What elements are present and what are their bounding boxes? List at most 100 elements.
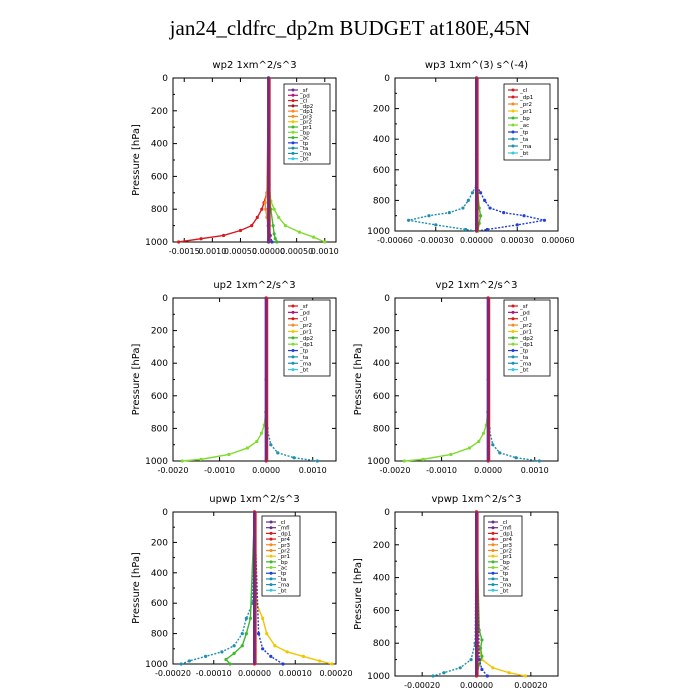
legend-marker — [511, 304, 515, 308]
legend-entry: _ta — [299, 355, 308, 361]
legend-entry: _cl — [499, 520, 508, 526]
data-point — [199, 237, 203, 241]
data-point — [311, 235, 316, 239]
legend-entry: _pr4 — [499, 537, 513, 543]
legend-entry: _dp2 — [299, 104, 313, 110]
legend-entry: _dp2 — [299, 336, 313, 342]
data-point — [260, 207, 264, 211]
legend-entry: _ac — [519, 123, 529, 129]
legend-entry: _bt — [299, 368, 309, 374]
data-point — [485, 674, 489, 678]
data-point — [449, 452, 453, 457]
data-point — [248, 616, 253, 621]
y-tick-label: 600 — [151, 172, 168, 182]
data-point — [470, 191, 475, 195]
data-point — [220, 650, 224, 654]
legend-marker — [291, 136, 295, 140]
x-tick-label: 0.0010 — [198, 247, 226, 256]
legend-marker — [491, 548, 495, 552]
data-point — [301, 654, 305, 659]
y-tick-label: 200 — [151, 327, 168, 337]
legend-entry: _pr3 — [299, 114, 313, 120]
data-point — [478, 191, 483, 195]
legend-marker — [291, 141, 295, 145]
data-point — [478, 214, 483, 218]
legend-entry: _cl — [519, 317, 528, 323]
data-point — [469, 658, 473, 662]
legend-marker — [511, 310, 515, 314]
data-point — [406, 218, 411, 222]
x-tick-label: 0.00060 — [541, 236, 574, 245]
data-point — [276, 451, 280, 455]
legend-entry: _pr2 — [499, 548, 512, 554]
y-tick-label: 1000 — [145, 660, 168, 670]
data-point — [402, 459, 406, 463]
x-tick-label: -0.00030 — [418, 236, 454, 245]
legend-marker — [511, 368, 515, 372]
panel-title: wp2 1xm^2/s^3 — [212, 60, 296, 71]
legend-marker — [491, 531, 495, 535]
y-tick-label: 0 — [384, 508, 390, 518]
data-point — [515, 223, 519, 227]
legend-marker — [291, 88, 295, 92]
data-point — [480, 638, 484, 642]
legend-marker — [269, 526, 273, 530]
legend-marker — [511, 95, 515, 99]
legend-marker — [511, 336, 515, 340]
data-point — [240, 644, 244, 648]
data-point — [542, 218, 547, 222]
y-tick-label: 0 — [162, 74, 168, 84]
legend-entry: _dp1 — [499, 531, 513, 537]
legend-marker — [511, 123, 515, 127]
legend-entry: _pr1 — [499, 554, 512, 560]
legend-marker — [291, 146, 295, 150]
y-tick-label: 200 — [373, 541, 390, 551]
legend: _sf_pd_cl_dp2_dp1_pr3_pr2_pr1_bp_ac_tp_t… — [283, 83, 331, 165]
data-point — [270, 240, 274, 244]
legend-entry: _tp — [277, 571, 287, 577]
data-point — [273, 237, 277, 241]
data-point — [318, 659, 322, 663]
data-point — [458, 666, 462, 670]
series-line-dp2 — [182, 297, 267, 462]
legend-entry: _ta — [519, 137, 528, 143]
legend-marker — [291, 130, 295, 134]
y-tick-label: 400 — [151, 140, 168, 150]
legend-entry: _pr3 — [277, 543, 291, 549]
data-point — [285, 650, 289, 654]
legend-marker — [269, 543, 273, 547]
panel-1: wp2 1xm^2/s^3 0 200 400 600 800 1000 Pressure [… — [131, 60, 339, 256]
panel-3: up2 1xm^2/s^3 0 200 400 600 800 1000 Pressure [… — [131, 280, 337, 475]
data-point — [537, 459, 541, 463]
legend-marker — [491, 577, 495, 581]
data-point — [261, 647, 265, 651]
y-tick-label: 1000 — [367, 457, 390, 467]
data-point — [277, 215, 281, 219]
legend-entry: _ac — [299, 136, 309, 142]
x-tick-label: -0.00060 — [377, 236, 413, 245]
panel-title: upwp 1xm^2/s^3 — [209, 494, 299, 505]
y-tick-label: 1000 — [367, 227, 390, 237]
y-tick-label: 800 — [151, 630, 168, 640]
data-point — [256, 632, 261, 636]
legend-entry: _dp1 — [299, 342, 313, 348]
data-point — [179, 662, 183, 666]
y-tick-label: 0 — [384, 294, 390, 304]
y-axis-label: Pressure [hPa] — [131, 124, 142, 196]
data-point — [315, 459, 319, 463]
data-point — [442, 671, 446, 675]
legend-marker — [511, 342, 515, 346]
legend-entry: _dp1 — [277, 531, 291, 537]
legend-entry: _pr2 — [299, 323, 312, 329]
panel-6: vpwp 1xm^2/s^3 0 200 400 600 800 1000 Pressure … — [353, 494, 559, 690]
legend-entry: _pr2 — [519, 323, 532, 329]
panel-2: wp3 1xm^(3) s^(-4)02004006008001000-0.00… — [367, 60, 574, 245]
legend-marker — [269, 560, 273, 564]
panel-title: wp3 1xm^(3) s^(-4) — [425, 60, 528, 71]
legend-marker — [291, 361, 295, 365]
data-point — [281, 662, 285, 666]
x-tick-label: 0.00020 — [319, 669, 352, 678]
legend-marker — [269, 571, 273, 575]
y-tick-label: 600 — [373, 166, 390, 176]
legend-entry: _pr1 — [299, 329, 312, 335]
